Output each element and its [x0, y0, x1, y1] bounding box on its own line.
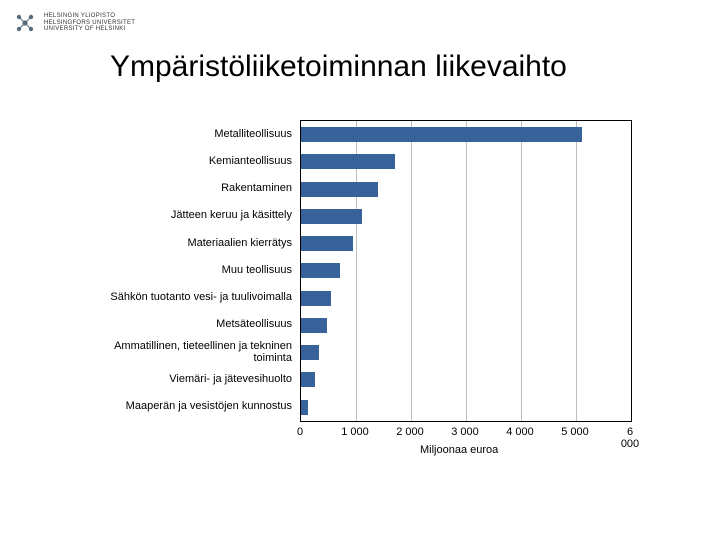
- bar: [301, 127, 582, 142]
- bar: [301, 291, 331, 306]
- logo-line3: UNIVERSITY OF HELSINKI: [44, 26, 135, 33]
- gridline: [466, 121, 467, 421]
- gridline: [576, 121, 577, 421]
- gridline: [411, 121, 412, 421]
- bar: [301, 209, 362, 224]
- bar: [301, 263, 340, 278]
- y-tick-label: Rakentaminen: [92, 182, 292, 194]
- y-tick-label: Sähkön tuotanto vesi- ja tuulivoimalla: [92, 291, 292, 303]
- x-tick-label: 5 000: [561, 426, 589, 438]
- y-tick-label: Maaperän ja vesistöjen kunnostus: [92, 400, 292, 412]
- y-tick-label: Metsäteollisuus: [92, 318, 292, 330]
- y-tick-label: Viemäri- ja jätevesihuolto: [92, 373, 292, 385]
- y-tick-label: Muu teollisuus: [92, 264, 292, 276]
- x-axis-title: Miljoonaa euroa: [420, 444, 498, 456]
- x-tick-label: 4 000: [506, 426, 534, 438]
- page-title: Ympäristöliiketoiminnan liikevaihto: [110, 50, 567, 84]
- logo-line2: HELSINGFORS UNIVERSITET: [44, 20, 135, 27]
- y-tick-label: Metalliteollisuus: [92, 128, 292, 140]
- bar: [301, 154, 395, 169]
- logo-line1: HELSINGIN YLIOPISTO: [44, 13, 135, 20]
- chart: Miljoonaa euroa 0 1 000 2 000 3 000 4 000 5 0…: [90, 120, 650, 480]
- y-tick-label: Jätteen keruu ja käsittely: [92, 209, 292, 221]
- y-tick-label: Ammatillinen, tieteellinen ja tekninen t…: [92, 340, 292, 364]
- bar: [301, 345, 319, 360]
- y-tick-label: Kemianteollisuus: [92, 155, 292, 167]
- logo-text: HELSINGIN YLIOPISTO HELSINGFORS UNIVERSI…: [44, 13, 135, 33]
- bar: [301, 318, 327, 333]
- plot-area: [300, 120, 632, 422]
- logo-icon: [12, 10, 38, 36]
- x-tick-label: 0: [297, 426, 303, 438]
- gridline: [521, 121, 522, 421]
- bar: [301, 182, 378, 197]
- bar: [301, 236, 353, 251]
- x-tick-label: 1 000: [341, 426, 369, 438]
- x-tick-label: 2 000: [396, 426, 424, 438]
- bar: [301, 372, 315, 387]
- slide: HELSINGIN YLIOPISTO HELSINGFORS UNIVERSI…: [0, 0, 720, 540]
- y-tick-label: Materiaalien kierrätys: [92, 237, 292, 249]
- logo: HELSINGIN YLIOPISTO HELSINGFORS UNIVERSI…: [12, 10, 135, 36]
- x-tick-label: 6 000: [620, 426, 640, 450]
- bar: [301, 400, 308, 415]
- x-tick-label: 3 000: [451, 426, 479, 438]
